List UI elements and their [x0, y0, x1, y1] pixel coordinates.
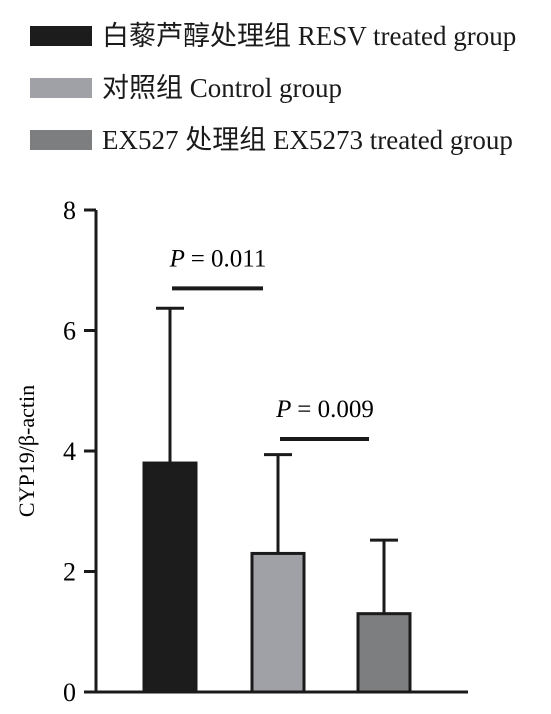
- legend-swatch-ex527: [30, 130, 92, 150]
- bar: [356, 612, 412, 694]
- y-tick-label: 8: [63, 196, 76, 225]
- bars: [142, 306, 412, 694]
- y-tick-label: 6: [63, 317, 76, 346]
- p-value: = 0.009: [297, 396, 374, 423]
- bar: [142, 461, 198, 694]
- y-ticks: 0 2 4 6 8: [63, 196, 96, 707]
- p-symbol: P: [275, 396, 297, 423]
- legend-label-control: 对照组 Control group: [102, 72, 342, 103]
- legend-swatch-resv: [30, 26, 92, 46]
- p-value-label: P = 0.009: [275, 396, 374, 423]
- legend-label-ex527: EX527 处理组 EX5273 treated group: [102, 124, 513, 155]
- bar: [250, 551, 306, 694]
- p-value: = 0.011: [191, 245, 267, 272]
- legend-swatch-control: [30, 78, 92, 98]
- p-symbol: P: [169, 245, 191, 272]
- y-axis-title: CYP19/β-actin: [14, 385, 39, 517]
- legend: 白藜芦醇处理组 RESV treated group 对照组 Control g…: [30, 10, 516, 166]
- y-tick-label: 0: [63, 678, 76, 707]
- legend-item-control: 对照组 Control group: [30, 62, 516, 114]
- legend-label-resv: 白藜芦醇处理组 RESV treated group: [102, 20, 517, 51]
- y-tick-label: 2: [63, 558, 76, 587]
- legend-item-ex527: EX527 处理组 EX5273 treated group: [30, 114, 516, 166]
- p-value-label: P = 0.011: [169, 245, 267, 272]
- legend-item-resv: 白藜芦醇处理组 RESV treated group: [30, 10, 516, 62]
- y-tick-label: 4: [63, 437, 76, 466]
